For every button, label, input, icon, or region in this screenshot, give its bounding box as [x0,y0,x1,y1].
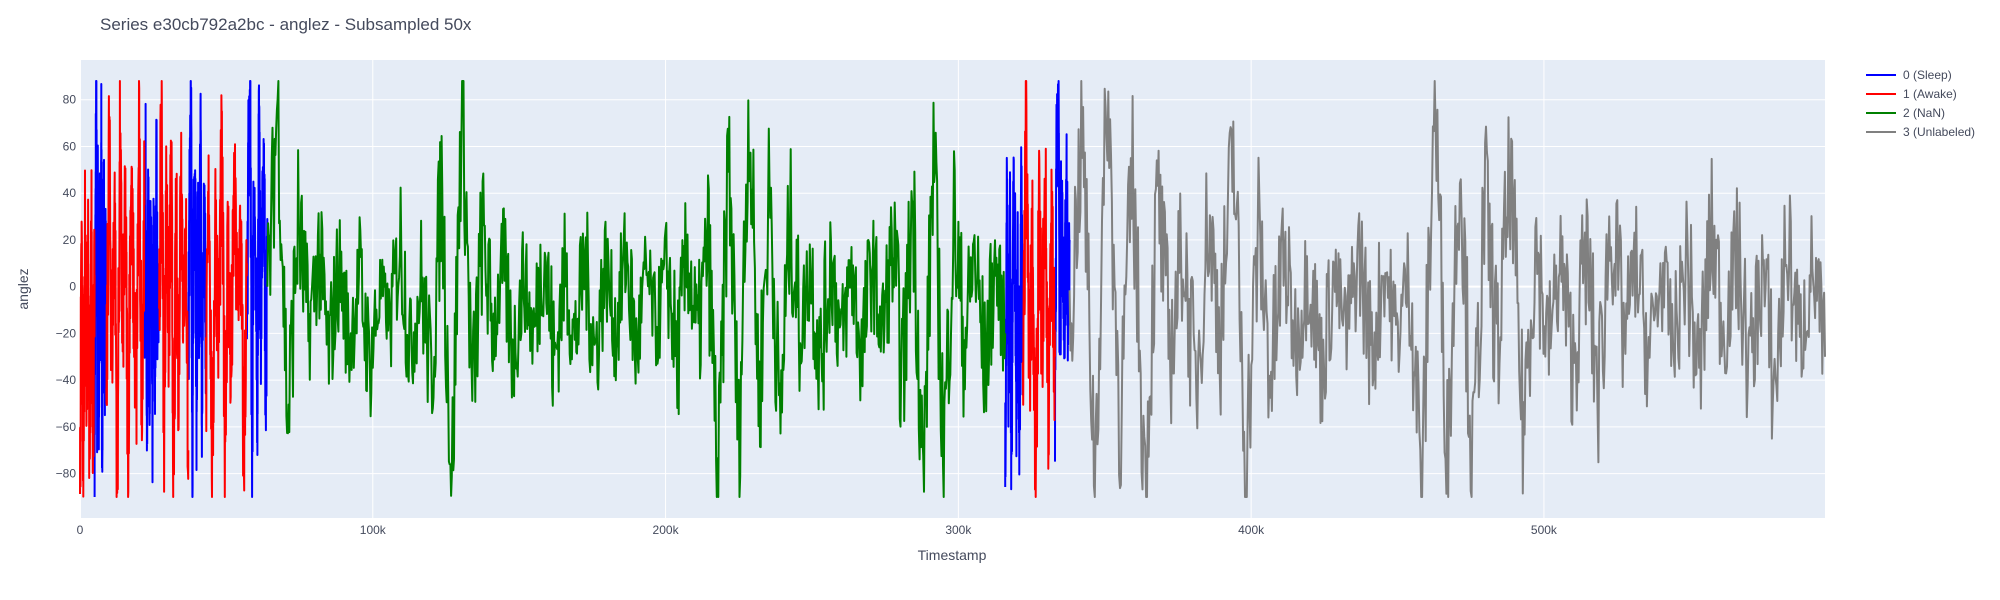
x-tick-label: 0 [77,523,84,537]
series-lines [79,80,1826,498]
x-tick-label: 200k [653,523,680,537]
y-tick-label: 60 [63,139,77,153]
x-tick-label: 100k [360,523,387,537]
y-tick-label: −60 [56,420,77,434]
y-tick-label: −80 [56,467,77,481]
y-axis-ticks: 80 60 40 20 0 −20 −40 −60 −80 [56,93,77,481]
chart-title: Series e30cb792a2bc - anglez - Subsample… [100,15,472,34]
series-line-segment [158,80,190,498]
series-line-segment [93,80,108,498]
series-line-segment [105,80,146,498]
legend-label: 1 (Awake) [1903,87,1957,101]
y-tick-label: 80 [63,93,77,107]
x-axis-ticks: 0 100k 200k 300k 400k 500k [77,523,1558,537]
legend-label: 3 (Unlabeled) [1903,125,1975,139]
y-tick-label: 20 [63,233,77,247]
series-line-segment [204,94,248,498]
x-tick-label: 300k [945,523,972,537]
series-line-segment [1004,146,1024,491]
series-line-segment [79,169,96,498]
legend: 0 (Sleep) 1 (Awake) 2 (NaN) 3 (Unlabeled) [1866,68,1975,139]
x-axis-title: Timestamp [918,547,987,563]
x-tick-label: 400k [1238,523,1265,537]
series-line-segment [245,80,269,498]
y-axis-title: anglez [15,268,31,309]
y-tick-label: 0 [69,280,76,294]
y-tick-label: −20 [56,326,77,340]
series-line-segment [187,80,207,498]
legend-label: 2 (NaN) [1903,106,1945,120]
series-line-segment [1021,80,1056,498]
x-tick-label: 500k [1531,523,1558,537]
y-tick-label: −40 [56,373,77,387]
series-line-segment [1068,80,1826,498]
legend-label: 0 (Sleep) [1903,68,1952,82]
series-line-segment [266,80,1007,498]
series-line-segment [143,102,161,484]
series-line-segment [1054,80,1071,462]
y-tick-label: 40 [63,186,77,200]
